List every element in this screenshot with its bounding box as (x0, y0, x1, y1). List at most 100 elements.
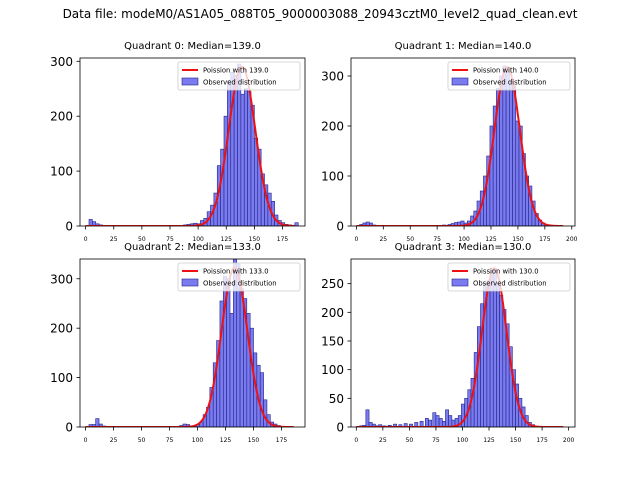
legend: Poission with 130.0 Observed distribution (447, 262, 571, 292)
x-tick-label: 125 (483, 437, 495, 444)
quadrant-3-chart: Quadrant 3: Median=130.0 0 25 50 75 100 125 150… (321, 242, 576, 444)
histogram-bar (499, 294, 504, 427)
legend: Poission with 139.0 Observed distribution (177, 61, 301, 91)
y-tick-label: 100 (50, 371, 73, 385)
legend-hist-label: Observed distribution (203, 79, 277, 87)
y-tick-label: 100 (321, 363, 344, 377)
x-tick-label: 150 (249, 236, 261, 243)
legend-box (177, 61, 301, 91)
histogram-bar (428, 419, 432, 427)
axes-frame (79, 57, 306, 227)
histogram-bar (499, 75, 504, 226)
histogram-bar (489, 271, 494, 427)
x-tick-label: 25 (110, 236, 118, 243)
histogram-bar (512, 85, 517, 226)
legend-line-label: Poission with 140.0 (473, 67, 539, 75)
histogram-bar (369, 222, 373, 226)
histogram-bar (229, 313, 234, 427)
y-tick-label: 100 (321, 170, 344, 184)
histogram-bar (239, 288, 244, 427)
x-tick-label: 125 (485, 236, 497, 243)
histogram-bar (425, 418, 429, 427)
x-tick-label: 150 (510, 437, 522, 444)
legend-box (177, 262, 301, 292)
x-tick-label: 0 (84, 437, 88, 444)
quadrant-0-chart: Quadrant 0: Median=139.0 0 25 50 75 100 125 150… (50, 41, 306, 243)
histogram-bar (247, 91, 252, 226)
histogram-bar (438, 418, 443, 427)
x-tick-label: 125 (220, 437, 232, 444)
legend-hist-swatch (181, 77, 199, 86)
histogram-bar (294, 222, 299, 226)
y-tick-label: 300 (50, 55, 73, 69)
x-tick-label: 175 (277, 236, 289, 243)
y-tick-label: 250 (321, 277, 344, 291)
histogram-bar (445, 409, 449, 427)
chart-title: Quadrant 2: Median=133.0 (124, 242, 261, 253)
histogram-bar (95, 418, 100, 427)
legend-box (447, 61, 571, 91)
x-tick-label: 50 (406, 437, 414, 444)
y-tick-label: 0 (336, 421, 344, 435)
x-tick-label: 50 (138, 236, 146, 243)
x-tick-label: 25 (110, 437, 118, 444)
legend: Poission with 133.0 Observed distribution (177, 262, 301, 292)
chart-title: Quadrant 1: Median=140.0 (395, 41, 532, 52)
axes-frame (79, 258, 306, 428)
x-tick-label: 200 (566, 236, 578, 243)
x-tick-label: 175 (539, 236, 551, 243)
histogram-bar (448, 415, 453, 427)
histogram-bar (435, 415, 440, 427)
x-tick-label: 100 (457, 437, 469, 444)
legend-box (447, 262, 571, 292)
histogram-bar (240, 93, 245, 226)
histogram-bar (393, 423, 397, 427)
legend-hist-swatch (181, 278, 199, 287)
y-tick-label: 300 (50, 272, 73, 286)
y-tick-label: 200 (50, 322, 73, 336)
x-tick-label: 50 (406, 236, 414, 243)
legend: Poission with 140.0 Observed distribution (447, 61, 571, 91)
histogram-bar (515, 120, 520, 226)
legend-hist-swatch (451, 77, 469, 86)
x-tick-label: 25 (379, 236, 387, 243)
histogram-bar (505, 70, 510, 226)
histogram-bar (509, 80, 513, 226)
x-tick-label: 100 (192, 437, 204, 444)
legend-hist-label: Observed distribution (203, 280, 277, 288)
x-tick-label: 75 (166, 236, 174, 243)
legend-line-label: Poission with 130.0 (473, 268, 539, 276)
histogram-bar (243, 88, 248, 226)
chart-title: Quadrant 3: Median=130.0 (395, 242, 532, 253)
y-tick-label: 0 (65, 220, 73, 234)
x-tick-label: 75 (432, 437, 440, 444)
legend-line-label: Poission with 133.0 (203, 268, 269, 276)
histogram-bar (365, 409, 370, 427)
histogram-bar (233, 74, 238, 226)
x-tick-label: 0 (84, 236, 88, 243)
histogram-bar (98, 423, 103, 427)
histogram-bar (486, 280, 491, 427)
legend-hist-swatch (451, 278, 469, 287)
y-tick-label: 200 (50, 110, 73, 124)
x-tick-label: 25 (379, 437, 387, 444)
x-tick-label: 0 (354, 236, 358, 243)
x-tick-label: 150 (512, 236, 524, 243)
histogram-bar (409, 423, 413, 427)
x-tick-label: 75 (433, 236, 441, 243)
x-tick-label: 175 (536, 437, 548, 444)
y-tick-label: 0 (336, 220, 344, 234)
histogram-bar (226, 278, 231, 427)
y-tick-label: 0 (65, 421, 73, 435)
axes-frame (350, 57, 576, 227)
y-tick-label: 200 (321, 306, 344, 320)
x-tick-label: 175 (276, 437, 288, 444)
x-tick-label: 0 (354, 437, 358, 444)
y-tick-label: 150 (321, 334, 344, 348)
histogram-bar (492, 269, 497, 427)
figure-title: Data file: modeM0/AS1A05_088T05_90000030… (62, 7, 578, 21)
histogram-bar (249, 327, 254, 427)
x-tick-label: 50 (138, 437, 146, 444)
legend-hist-label: Observed distribution (473, 280, 547, 288)
